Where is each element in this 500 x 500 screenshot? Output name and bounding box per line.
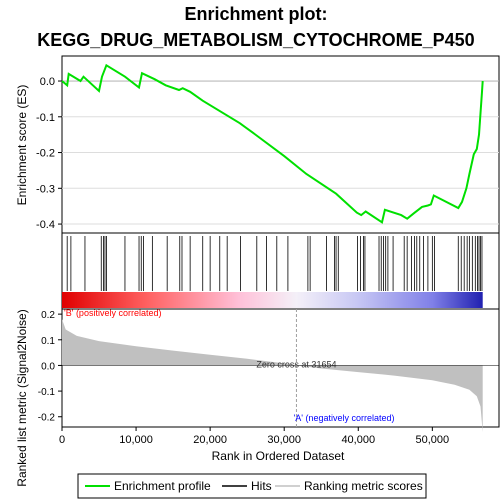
- es-tick-label: -0.4: [36, 219, 55, 231]
- metric-tick-label: 0.0: [41, 361, 55, 372]
- metric-tick-label: -0.1: [38, 387, 56, 398]
- es-y-axis-label: Enrichment score (ES): [15, 85, 29, 206]
- x-tick-label: 40,000: [341, 434, 375, 446]
- es-tick-label: -0.2: [36, 148, 55, 160]
- enrichment-profile-line: [61, 63, 484, 224]
- x-tick-label: 30,000: [267, 434, 301, 446]
- es-tick-label: -0.1: [36, 112, 55, 124]
- x-tick-label: 0: [59, 434, 65, 446]
- metric-tick-label: 0.2: [41, 310, 55, 321]
- metric-tick-label: 0.1: [41, 336, 55, 347]
- legend-box: [77, 473, 427, 499]
- x-tick-label: 10,000: [119, 434, 153, 446]
- x-axis-label: Rank in Ordered Dataset: [212, 449, 345, 463]
- es-tick-label: 0.0: [40, 76, 55, 88]
- zero-cross-label: Zero cross at 31654: [256, 359, 336, 369]
- metric-tick-label: -0.2: [38, 413, 56, 424]
- positive-correlation-label: 'B' (positively correlated): [64, 308, 161, 318]
- metric-panel-frame: [61, 308, 500, 428]
- legend-hits-label: Hits: [251, 479, 272, 493]
- rank-heat-bar: [62, 292, 483, 308]
- chart-title-line1: Enrichment plot:: [185, 4, 328, 24]
- legend-enrichment-label: Enrichment profile: [114, 479, 211, 493]
- negative-correlation-label: 'A' (negatively correlated): [294, 413, 395, 423]
- x-tick-label: 50,000: [416, 434, 450, 446]
- es-panel-frame: [61, 55, 500, 234]
- chart-title-line2: KEGG_DRUG_METABOLISM_CYTOCHROME_P450: [37, 30, 474, 50]
- x-tick-label: 20,000: [193, 434, 227, 446]
- metric-y-axis-label: Ranked list metric (Signal2Noise): [15, 309, 29, 486]
- legend-metric-label: Ranking metric scores: [304, 479, 423, 493]
- es-tick-label: -0.3: [36, 183, 55, 195]
- ranking-metric-area: [62, 319, 483, 433]
